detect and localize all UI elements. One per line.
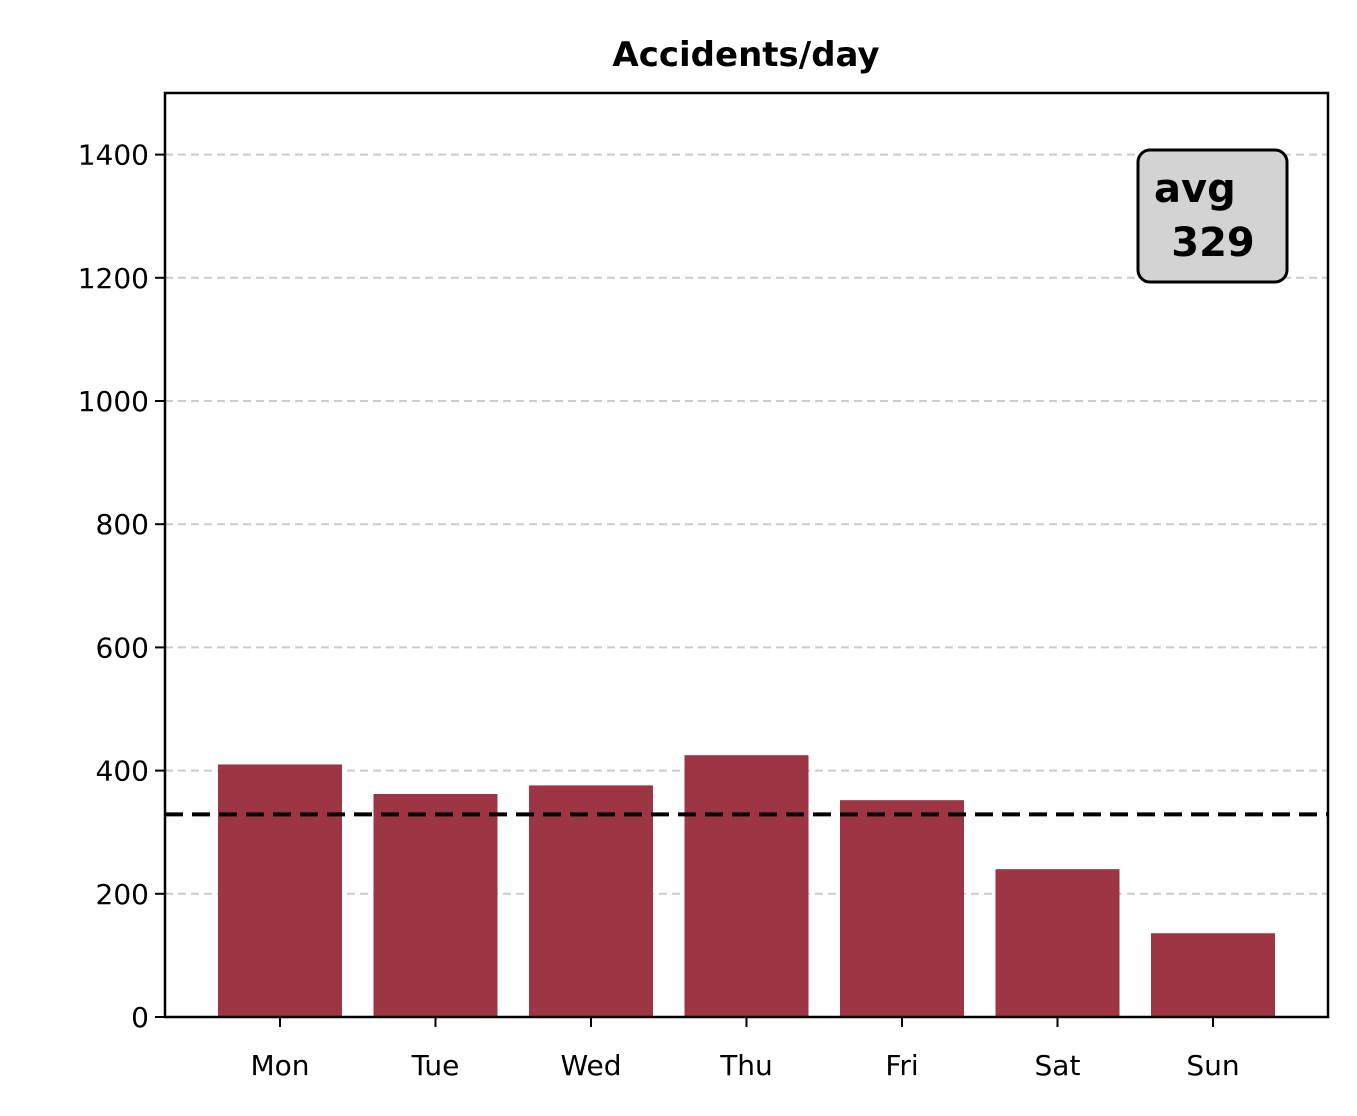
- average-annotation-value: 329: [1171, 220, 1255, 266]
- x-tick-label-fri: Fri: [885, 1049, 918, 1082]
- y-tick-label: 600: [96, 631, 149, 664]
- average-annotation: avg 329: [1136, 148, 1289, 284]
- y-tick-label: 400: [96, 755, 149, 788]
- bars: [218, 755, 1275, 1017]
- x-tick-label-sun: Sun: [1186, 1049, 1239, 1082]
- y-tick-label: 1400: [78, 139, 149, 172]
- x-tick-label-tue: Tue: [411, 1049, 460, 1082]
- gridlines: [165, 153, 1328, 895]
- bar-fri: [840, 800, 964, 1017]
- x-tick-label-mon: Mon: [250, 1049, 309, 1082]
- y-tick-label: 200: [96, 878, 149, 911]
- y-tick-label: 1200: [78, 262, 149, 295]
- average-annotation-label: avg: [1154, 166, 1236, 212]
- bar-wed: [529, 785, 653, 1017]
- bar-sun: [1151, 933, 1275, 1017]
- y-tick-label: 0: [131, 1001, 149, 1034]
- average-annotation-box: [1136, 148, 1289, 284]
- x-tick-label-sat: Sat: [1035, 1049, 1081, 1082]
- bar-thu: [684, 755, 809, 1017]
- y-tick-label: 1000: [78, 385, 149, 418]
- bar-mon: [218, 764, 342, 1017]
- x-tick-label-thu: Thu: [719, 1049, 773, 1082]
- bar-sat: [995, 869, 1120, 1017]
- x-axis: Mon Tue Wed Thu Fri Sat Sun: [250, 1017, 1240, 1082]
- x-tick-label-wed: Wed: [560, 1049, 621, 1082]
- y-axis: 0 200 400 600 800 1000 1200 1400: [78, 139, 165, 1034]
- bar-tue: [373, 794, 498, 1017]
- chart-title: Accidents/day: [612, 35, 879, 75]
- y-tick-label: 800: [96, 508, 149, 541]
